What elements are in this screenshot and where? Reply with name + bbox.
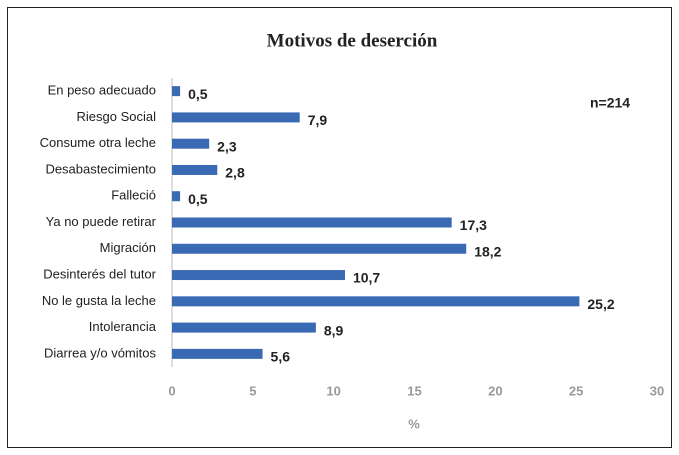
data-label: 17,3: [460, 217, 487, 233]
bar: [172, 243, 467, 254]
data-label: 2,3: [217, 138, 237, 154]
bar: [172, 138, 210, 149]
y-tick-label: Intolerancia: [89, 319, 157, 334]
data-label: 25,2: [587, 296, 614, 312]
data-label: 5,6: [271, 349, 291, 365]
bar: [172, 296, 580, 307]
x-axis-label: %: [408, 416, 420, 431]
x-tick-label: 20: [488, 383, 502, 398]
y-tick-label: Riesgo Social: [77, 109, 157, 124]
y-tick-label: Migración: [100, 240, 156, 255]
y-tick-label: Desinterés del tutor: [43, 266, 156, 281]
x-tick-label: 15: [407, 383, 421, 398]
data-label: 10,7: [353, 270, 380, 286]
x-tick-label: 5: [249, 383, 256, 398]
data-label: 18,2: [474, 243, 501, 259]
bar: [172, 86, 181, 97]
y-tick-label: En peso adecuado: [48, 83, 156, 98]
data-label: 8,9: [324, 322, 344, 338]
x-tick-label: 10: [326, 383, 340, 398]
x-tick-label: 0: [168, 383, 175, 398]
y-tick-label: Desabastecimiento: [45, 161, 156, 176]
y-tick-label: Diarrea y/o vómitos: [44, 345, 156, 360]
y-tick-label: Falleció: [111, 188, 156, 203]
chart-title: Motivos de deserción: [267, 30, 438, 51]
y-tick-label: Consume otra leche: [40, 135, 156, 150]
data-label: 2,8: [225, 165, 245, 181]
x-tick-label: 25: [569, 383, 583, 398]
bar: [172, 191, 181, 202]
bar: [172, 217, 452, 228]
y-tick-label: No le gusta la leche: [42, 293, 156, 308]
annotation: n=214: [590, 95, 630, 111]
data-label: 0,5: [188, 191, 208, 207]
bar: [172, 322, 316, 333]
bar: [172, 164, 218, 175]
x-tick-label: 30: [650, 383, 664, 398]
y-tick-label: Ya no puede retirar: [46, 214, 157, 229]
bar: [172, 348, 263, 359]
data-label: 0,5: [188, 86, 208, 102]
data-label: 7,9: [308, 112, 328, 128]
bar: [172, 270, 345, 281]
bar: [172, 112, 300, 123]
